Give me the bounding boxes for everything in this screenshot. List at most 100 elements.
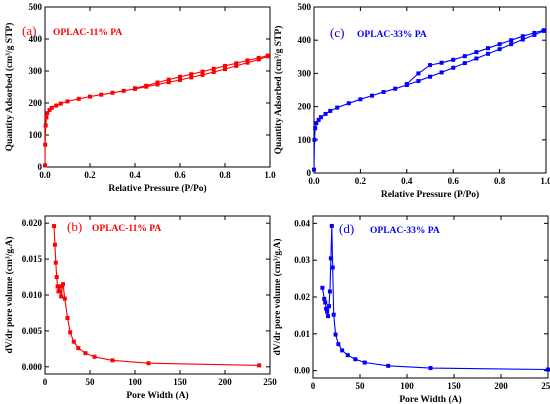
y-tick-label: 0.04 xyxy=(294,218,310,228)
legend-label: OPLAC-11% PA xyxy=(92,224,161,234)
data-point xyxy=(211,66,216,71)
data-point xyxy=(322,296,327,301)
data-point xyxy=(178,74,182,79)
y-axis-title: dV/dr pore volume (cm³/g.A) xyxy=(272,238,283,355)
series-line xyxy=(44,55,268,166)
x-axis-title: Pore Width (A) xyxy=(399,394,461,404)
legend-label: OPLAC-11% PA xyxy=(53,28,122,38)
data-point xyxy=(335,105,340,110)
data-point xyxy=(393,86,398,91)
data-point xyxy=(345,353,350,358)
x-tick-label: 0.6 xyxy=(448,176,460,186)
panel-tag: (d) xyxy=(339,221,354,236)
x-tick-label: 150 xyxy=(173,377,187,387)
data-point xyxy=(43,123,48,128)
data-point xyxy=(68,330,73,335)
data-point xyxy=(155,80,160,85)
y-tick-label: 0.02 xyxy=(294,292,310,302)
x-tick-label: 0 xyxy=(43,377,48,387)
data-point xyxy=(49,105,54,110)
x-tick-label: 200 xyxy=(218,377,232,387)
chart-b: 0 50 100 150 200 250 0.000 0.005 0.010 0.015 0.020… xyxy=(4,215,277,401)
data-point xyxy=(121,88,126,93)
data-point xyxy=(462,61,467,66)
data-point xyxy=(65,315,70,320)
x-tick-label: 0.2 xyxy=(84,170,96,180)
data-point xyxy=(166,77,171,82)
y-tick-label: 300 xyxy=(29,66,43,76)
data-point xyxy=(43,163,47,168)
x-tick-label: 200 xyxy=(494,381,508,391)
data-point xyxy=(92,354,97,359)
data-point xyxy=(497,42,502,47)
x-tick-label: 0.4 xyxy=(129,170,141,180)
data-point xyxy=(65,99,70,104)
panel-tag: (b) xyxy=(67,219,82,234)
data-point xyxy=(346,101,351,106)
data-point xyxy=(200,69,205,74)
data-point xyxy=(54,275,59,280)
y-tick-label: 500 xyxy=(29,2,43,12)
x-tick-label: 250 xyxy=(541,381,550,391)
data-point xyxy=(404,82,409,87)
x-tick-label: 0.0 xyxy=(39,170,51,180)
data-point xyxy=(245,60,250,65)
data-point xyxy=(47,108,52,113)
data-point xyxy=(416,79,421,84)
y-tick-label: 0.00 xyxy=(294,366,310,376)
y-axis-title: Quantity Adsorbed (cm³/g STP) xyxy=(273,26,284,155)
data-point xyxy=(52,242,57,247)
data-point xyxy=(58,289,63,294)
data-point xyxy=(57,284,62,289)
x-tick-label: 100 xyxy=(128,377,142,387)
data-point xyxy=(189,72,194,77)
data-point xyxy=(386,363,391,368)
x-tick-label: 100 xyxy=(400,381,414,391)
x-tick-label: 250 xyxy=(263,377,277,387)
y-axis-title: dV/dr pore volume (cm³/g.A) xyxy=(4,236,15,353)
data-point xyxy=(451,65,456,70)
data-point xyxy=(110,90,115,95)
data-point xyxy=(428,63,432,68)
data-point xyxy=(497,47,502,52)
data-point xyxy=(43,142,48,147)
data-point xyxy=(234,61,239,66)
data-point xyxy=(61,282,65,287)
data-point xyxy=(52,224,56,229)
y-tick-label: 200 xyxy=(298,102,312,112)
data-point xyxy=(462,54,467,59)
data-point xyxy=(325,309,330,314)
data-point xyxy=(71,339,76,344)
data-point xyxy=(520,34,525,39)
data-point xyxy=(520,37,525,42)
data-point xyxy=(133,86,137,91)
y-tick-label: 100 xyxy=(29,130,43,140)
data-point xyxy=(318,115,323,120)
data-point xyxy=(358,97,363,102)
y-tick-label: 0.010 xyxy=(22,290,43,300)
series-line xyxy=(53,226,260,366)
y-tick-label: 0.005 xyxy=(22,326,43,336)
data-point xyxy=(509,42,514,47)
x-tick-label: 150 xyxy=(447,381,461,391)
data-point xyxy=(54,103,59,108)
x-tick-label: 50 xyxy=(86,377,96,387)
data-point xyxy=(76,346,81,351)
data-point xyxy=(313,126,318,131)
data-point xyxy=(320,285,325,290)
data-point xyxy=(257,363,262,368)
y-tick-label: 0.03 xyxy=(294,255,310,265)
data-point xyxy=(83,351,88,356)
y-tick-label: 0.000 xyxy=(22,362,43,372)
y-tick-label: 0 xyxy=(307,168,312,178)
plot-frame xyxy=(44,215,271,375)
data-point xyxy=(234,63,239,68)
y-tick-label: 500 xyxy=(298,2,312,12)
data-point xyxy=(336,342,341,347)
x-axis-title: Relative Pressure (P/Po) xyxy=(108,183,206,194)
x-tick-label: 0.0 xyxy=(308,176,320,186)
data-point xyxy=(326,314,331,319)
x-tick-label: 0 xyxy=(311,381,316,391)
legend-label: OPLAC-33% PA xyxy=(357,30,427,40)
y-tick-label: 400 xyxy=(298,35,312,45)
